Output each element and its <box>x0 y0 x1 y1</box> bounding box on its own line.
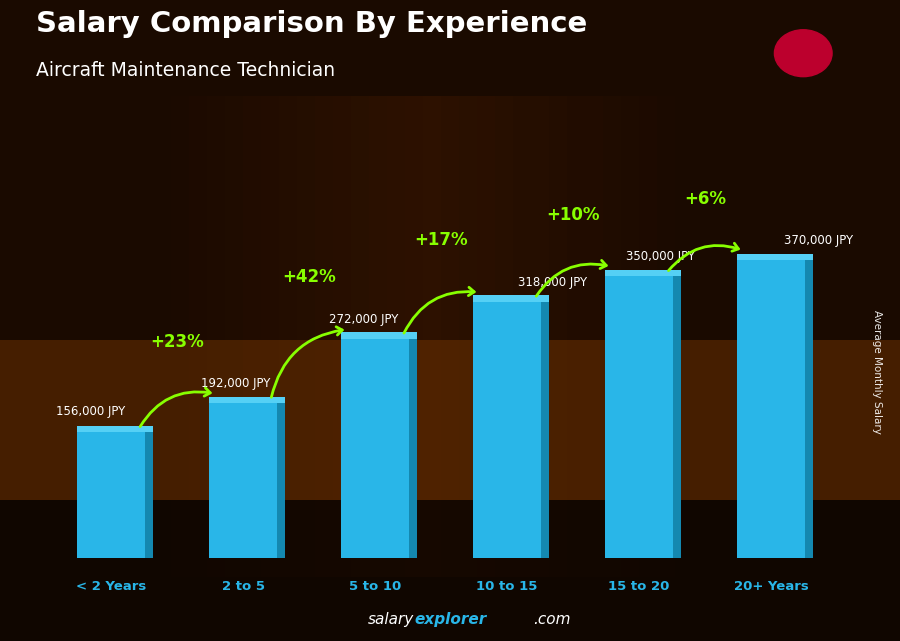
Text: 156,000 JPY: 156,000 JPY <box>56 404 125 417</box>
Text: 10 to 15: 10 to 15 <box>476 580 537 593</box>
Bar <box>472 296 549 302</box>
Bar <box>737 260 806 558</box>
Text: 318,000 JPY: 318,000 JPY <box>518 276 587 289</box>
Bar <box>806 260 813 558</box>
Text: salary: salary <box>368 612 414 627</box>
Bar <box>472 302 541 558</box>
Text: Salary Comparison By Experience: Salary Comparison By Experience <box>36 10 587 38</box>
Text: Aircraft Maintenance Technician: Aircraft Maintenance Technician <box>36 61 335 80</box>
Text: +10%: +10% <box>546 206 599 224</box>
Bar <box>541 302 549 558</box>
Bar <box>605 270 680 276</box>
Text: 15 to 20: 15 to 20 <box>608 580 670 593</box>
Bar <box>341 338 410 558</box>
Text: 272,000 JPY: 272,000 JPY <box>328 313 398 326</box>
Bar <box>145 432 153 558</box>
Bar <box>277 403 284 558</box>
Text: < 2 Years: < 2 Years <box>76 580 146 593</box>
Text: +6%: +6% <box>684 190 726 208</box>
Bar <box>209 397 284 403</box>
Bar <box>209 403 277 558</box>
Text: 370,000 JPY: 370,000 JPY <box>784 234 853 247</box>
Bar <box>605 276 673 558</box>
Text: .com: .com <box>533 612 571 627</box>
Text: +17%: +17% <box>414 231 468 249</box>
Text: explorer: explorer <box>414 612 486 627</box>
Text: Average Monthly Salary: Average Monthly Salary <box>872 310 883 434</box>
Text: +23%: +23% <box>150 333 204 351</box>
Bar <box>673 276 680 558</box>
Text: 20+ Years: 20+ Years <box>734 580 808 593</box>
Text: 5 to 10: 5 to 10 <box>349 580 401 593</box>
Text: 192,000 JPY: 192,000 JPY <box>201 378 270 390</box>
Bar <box>737 254 813 260</box>
Bar <box>410 338 417 558</box>
Bar <box>76 432 145 558</box>
Text: 2 to 5: 2 to 5 <box>221 580 265 593</box>
Circle shape <box>774 29 832 77</box>
Text: 350,000 JPY: 350,000 JPY <box>626 250 695 263</box>
Text: +42%: +42% <box>282 269 336 287</box>
Bar <box>76 426 153 432</box>
Bar <box>341 333 417 338</box>
